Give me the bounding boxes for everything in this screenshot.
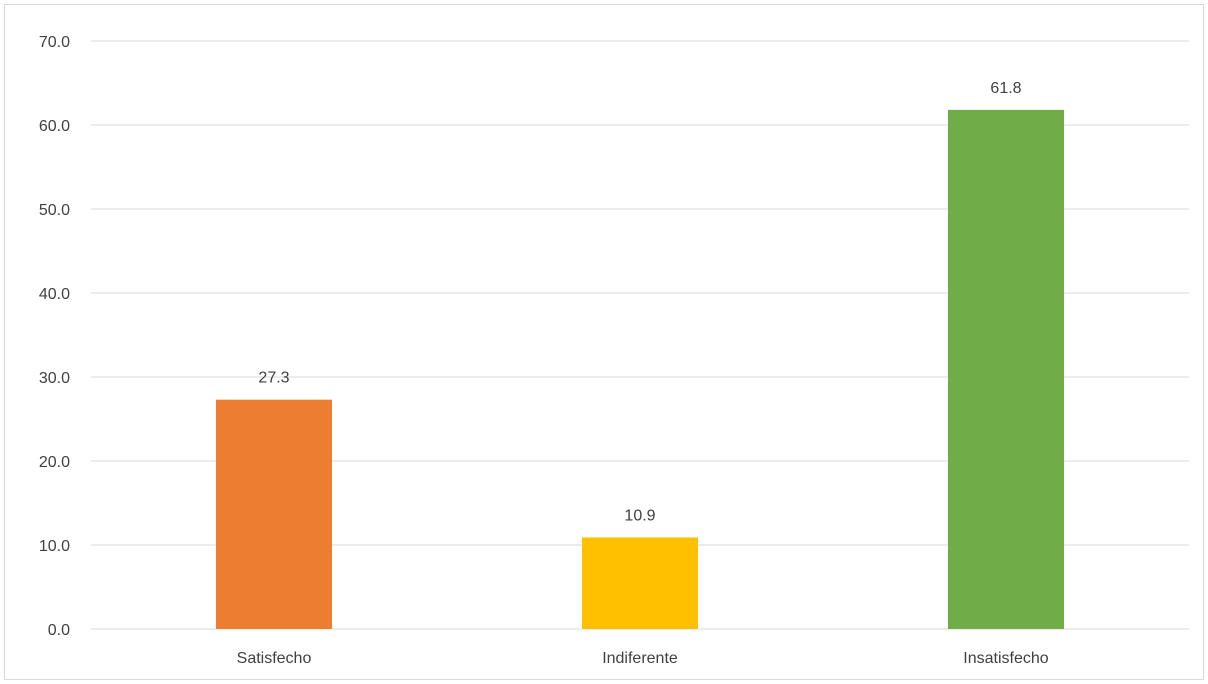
chart-frame: 0.0 10.0 20.0 30.0 40.0 50.0 60.0 70.0 27.3 10.9…	[4, 4, 1204, 680]
y-axis-tick-labels: 0.0 10.0 20.0 30.0 40.0 50.0 60.0 70.0	[39, 34, 70, 639]
y-tick-label: 20.0	[39, 454, 70, 471]
data-label-satisfecho: 27.3	[258, 370, 289, 387]
bars	[216, 109, 1064, 629]
data-label-insatisfecho: 61.8	[990, 80, 1021, 97]
bar-satisfecho	[216, 399, 332, 629]
y-tick-label: 70.0	[39, 34, 70, 51]
y-tick-label: 10.0	[39, 538, 70, 555]
data-labels: 27.3 10.9 61.8	[258, 80, 1021, 525]
bar-indiferente	[582, 537, 698, 629]
y-tick-label: 60.0	[39, 118, 70, 135]
y-tick-label: 30.0	[39, 370, 70, 387]
category-label-satisfecho: Satisfecho	[237, 650, 312, 667]
y-tick-label: 50.0	[39, 202, 70, 219]
bar-insatisfecho	[948, 109, 1064, 629]
x-axis-category-labels: Satisfecho Indiferente Insatisfecho	[237, 650, 1049, 667]
y-tick-label: 40.0	[39, 286, 70, 303]
category-label-insatisfecho: Insatisfecho	[963, 650, 1048, 667]
bar-chart: 0.0 10.0 20.0 30.0 40.0 50.0 60.0 70.0 27.3 10.9…	[39, 34, 1189, 667]
category-label-indiferente: Indiferente	[602, 650, 678, 667]
data-label-indiferente: 10.9	[624, 507, 655, 524]
y-tick-label: 0.0	[48, 622, 70, 639]
